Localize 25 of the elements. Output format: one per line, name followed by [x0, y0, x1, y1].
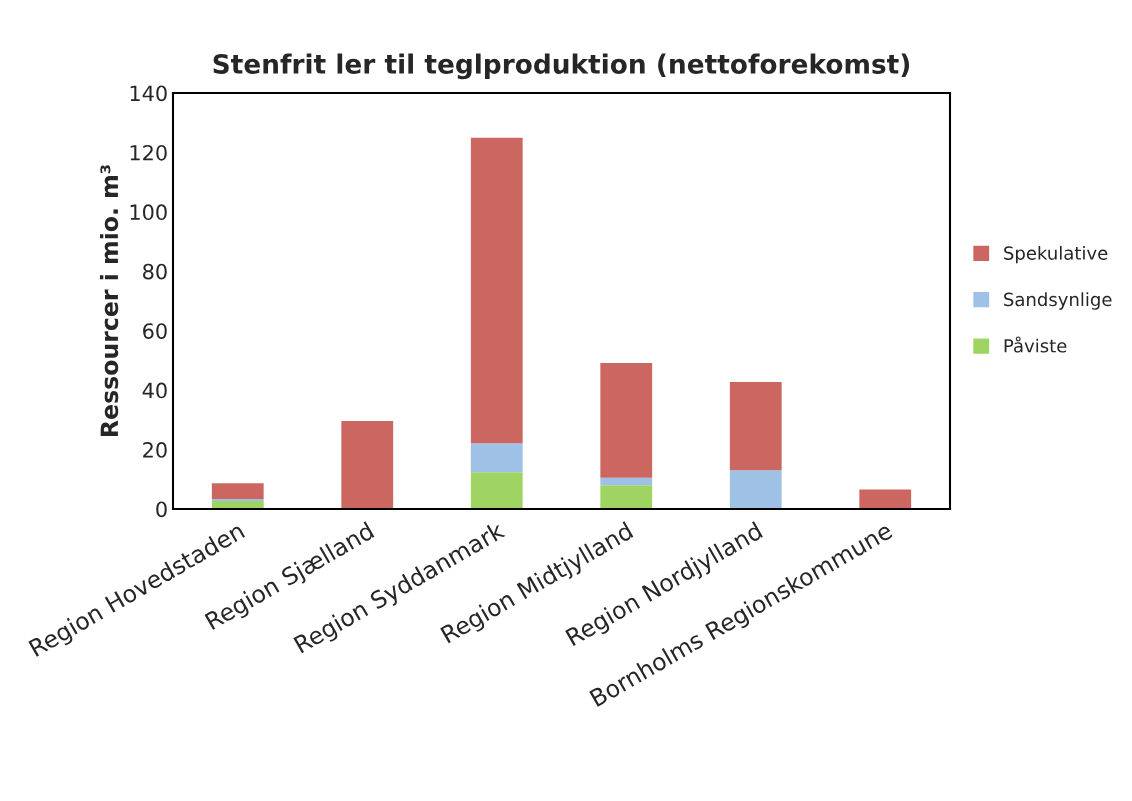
bar [470, 472, 523, 509]
bar [859, 489, 912, 509]
y-tick-label: 20 [143, 442, 167, 458]
legend-label: Påviste [1004, 336, 1067, 353]
bar [341, 421, 394, 509]
bar [600, 485, 653, 509]
y-tick-label: 120 [130, 144, 167, 161]
y-tick-label: 140 [130, 85, 167, 102]
y-axis-title: Ressourcer i mio. m³ [99, 165, 119, 436]
bar [470, 137, 523, 444]
y-tick-label: 60 [143, 323, 167, 339]
bar [211, 483, 264, 499]
legend-label: Spekulative [1004, 245, 1108, 264]
y-tick-label: 40 [142, 382, 167, 399]
bar [470, 443, 523, 473]
bar [600, 477, 653, 486]
y-tick-label: 80 [143, 263, 167, 280]
legend-label: Sandsynlige [1004, 292, 1112, 310]
y-tick-label: 0 [156, 501, 167, 518]
bar [729, 470, 782, 509]
bar [729, 382, 782, 471]
y-tick-label: 100 [130, 204, 167, 221]
bar [211, 498, 264, 501]
chart-title: Stenfrit ler til teglproduktion (nettoforekomst) [213, 53, 910, 80]
bar [600, 363, 653, 478]
